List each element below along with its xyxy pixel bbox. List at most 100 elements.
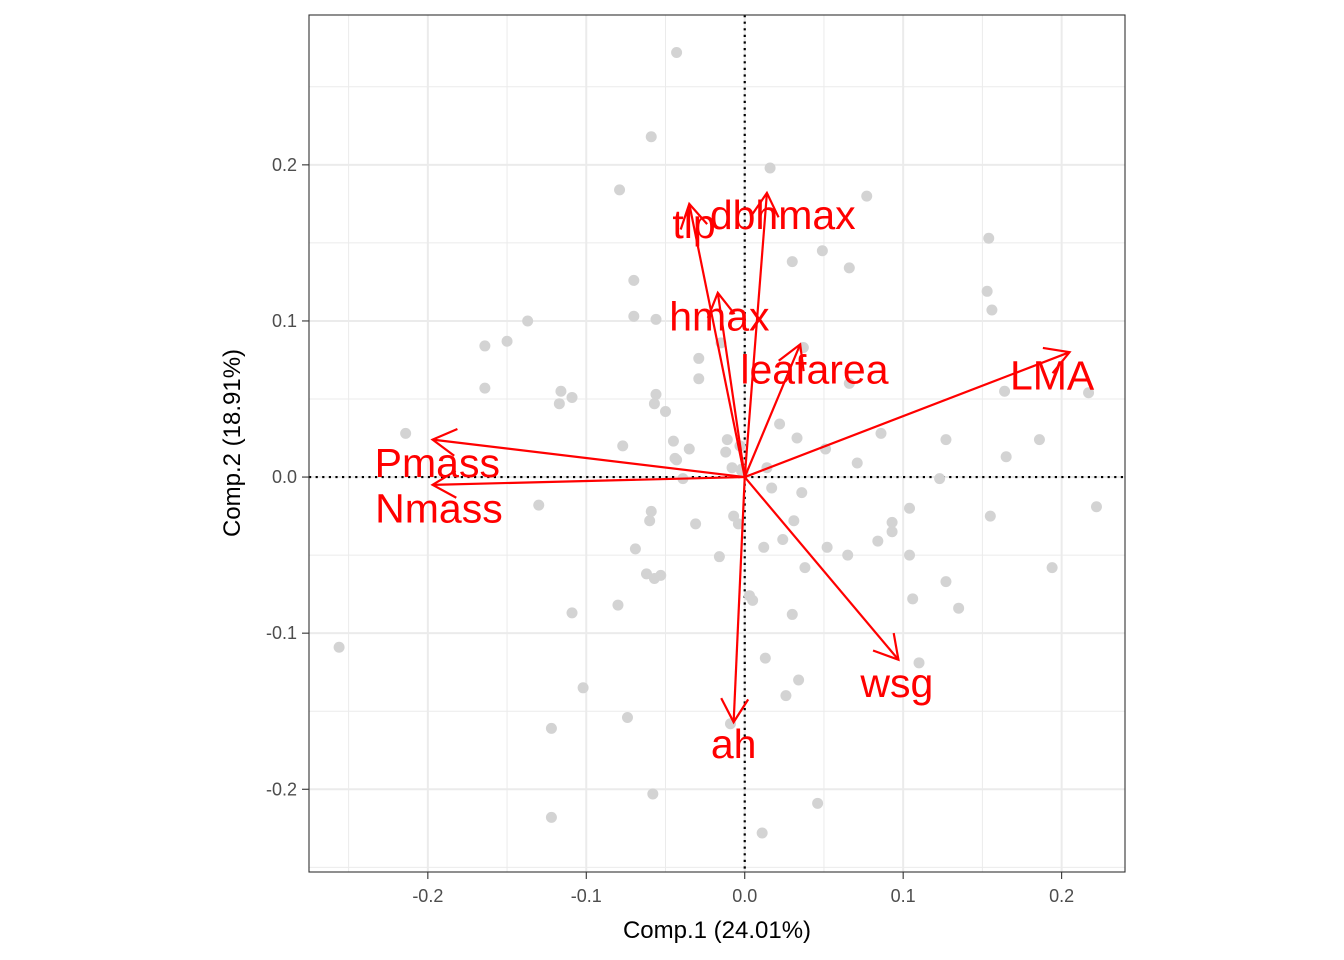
score-point xyxy=(648,398,660,410)
score-point xyxy=(640,568,652,580)
x-axis-title: Comp.1 (24.01%) xyxy=(623,917,811,944)
score-point xyxy=(479,340,491,352)
loading-arrows xyxy=(430,190,1072,725)
x-tick-label: -0.2 xyxy=(412,886,443,906)
score-point xyxy=(1033,434,1045,446)
score-point xyxy=(617,440,629,452)
loading-arrow-nmass xyxy=(430,469,745,499)
score-point xyxy=(669,452,681,464)
arrow-head xyxy=(706,290,736,319)
score-point xyxy=(816,245,828,257)
arrow-head xyxy=(750,190,780,218)
loading-label-pmass: Pmass xyxy=(375,440,500,486)
score-point xyxy=(628,310,640,322)
loading-label-lma: LMA xyxy=(1010,353,1095,399)
loading-arrow-ah xyxy=(720,477,750,725)
loading-arrow-lma xyxy=(744,346,1072,479)
score-point xyxy=(732,518,744,530)
score-point xyxy=(984,510,996,522)
arrow-shaft xyxy=(743,192,769,478)
score-point xyxy=(799,562,811,574)
score-point xyxy=(566,607,578,619)
score-point xyxy=(861,190,873,202)
score-point xyxy=(671,46,683,58)
arrow-head xyxy=(778,342,805,372)
score-point xyxy=(1090,501,1102,513)
loading-label-dbhmax: dbhmax xyxy=(710,192,856,238)
arrow-shaft xyxy=(432,475,745,486)
score-point xyxy=(872,535,884,547)
score-point xyxy=(644,515,656,527)
score-point xyxy=(726,462,738,474)
arrow-head xyxy=(430,427,458,457)
score-point xyxy=(791,432,803,444)
score-point xyxy=(645,131,657,143)
score-point xyxy=(940,576,952,588)
score-point xyxy=(650,388,662,400)
score-point xyxy=(796,487,808,499)
score-point xyxy=(764,162,776,174)
score-point xyxy=(981,285,993,297)
score-point xyxy=(904,549,916,561)
score-point xyxy=(886,516,898,528)
arrow-head xyxy=(679,201,708,230)
score-points xyxy=(333,46,1102,839)
score-point xyxy=(720,446,732,458)
x-tick-label: -0.1 xyxy=(571,886,602,906)
score-point xyxy=(333,641,345,653)
loading-label-hmax: hmax xyxy=(669,293,770,339)
loading-label-ah: ah xyxy=(711,721,757,767)
loading-arrow-dbhmax xyxy=(743,190,780,478)
loading-arrow-pmass xyxy=(430,427,745,479)
score-point xyxy=(479,382,491,394)
score-point xyxy=(777,534,789,546)
arrow-head xyxy=(1042,346,1072,374)
loading-arrow-hmax xyxy=(706,290,746,478)
score-point xyxy=(533,499,545,511)
score-point xyxy=(690,518,702,530)
zero-reference-lines xyxy=(309,15,1125,872)
score-point xyxy=(812,797,824,809)
score-point xyxy=(851,457,863,469)
loading-label-wsg: wsg xyxy=(859,660,933,706)
score-point xyxy=(758,541,770,553)
arrow-shaft xyxy=(743,476,900,661)
score-point xyxy=(774,418,786,430)
y-tick-label: -0.2 xyxy=(266,779,297,799)
arrow-shaft xyxy=(716,292,746,478)
score-point xyxy=(999,385,1011,397)
score-point xyxy=(983,232,995,244)
score-point xyxy=(886,526,898,538)
arrow-shaft xyxy=(432,438,745,479)
score-point xyxy=(904,502,916,514)
score-point xyxy=(756,827,768,839)
score-point xyxy=(934,473,946,485)
score-point xyxy=(907,593,919,605)
loading-arrow-wsg xyxy=(743,476,900,662)
score-point xyxy=(612,599,624,611)
score-point xyxy=(660,405,672,417)
arrow-shaft xyxy=(743,343,802,478)
score-point xyxy=(628,274,640,286)
score-point xyxy=(577,682,589,694)
score-point xyxy=(545,722,557,734)
y-tick-label: 0.0 xyxy=(272,467,297,487)
arrow-shaft xyxy=(744,351,1070,479)
arrow-shaft xyxy=(732,477,746,723)
score-point xyxy=(400,427,412,439)
score-point xyxy=(655,569,667,581)
x-axis: -0.2 -0.1 0.0 0.1 0.2 xyxy=(412,872,1074,906)
loading-label-tlp: tlp xyxy=(672,201,715,247)
score-point xyxy=(953,602,965,614)
score-point xyxy=(913,657,925,669)
score-point xyxy=(621,711,633,723)
score-point xyxy=(667,435,679,447)
score-point xyxy=(759,652,771,664)
score-point xyxy=(713,551,725,563)
score-point xyxy=(647,788,659,800)
score-point xyxy=(986,304,998,316)
arrow-head xyxy=(430,469,457,499)
score-point xyxy=(821,541,833,553)
